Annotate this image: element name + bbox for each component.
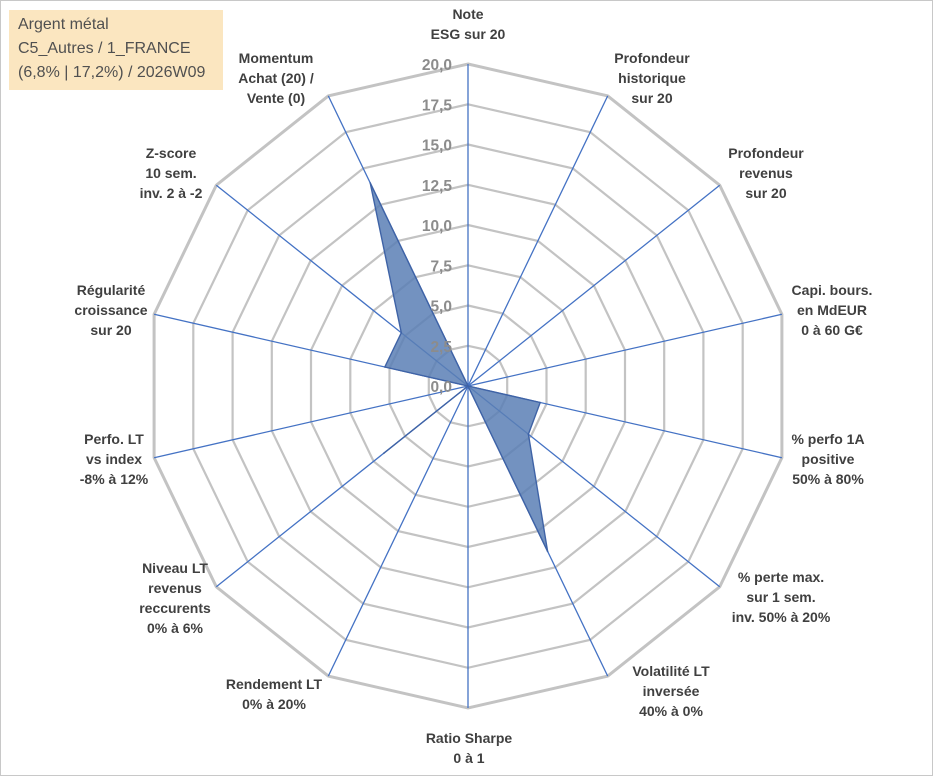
axis-spoke [153, 385, 469, 459]
axis-label-line: inv. 2 à -2 [140, 185, 203, 201]
axis-label-line: sur 20 [90, 322, 131, 338]
axis-label-line: Achat (20) / [238, 70, 314, 86]
data-point [384, 366, 386, 368]
axis-label-line: -8% à 12% [80, 471, 149, 487]
axis-label-line: 50% à 80% [792, 471, 864, 487]
tick-label: 2,5 [430, 339, 452, 356]
axis-label-line: 40% à 0% [639, 703, 703, 719]
axis-label-line: Perfo. LT [84, 431, 144, 447]
axis-label-line: sur 20 [745, 185, 786, 201]
axis-label-line: Vente (0) [247, 90, 305, 106]
tick-label: 10,0 [422, 218, 452, 235]
axis-label-line: 0% à 20% [242, 696, 306, 712]
tick-label: 5,0 [430, 299, 452, 316]
axis-label-line: croissance [74, 302, 147, 318]
axis-label: Profondeur historique sur 20 [614, 50, 690, 106]
axis-label-line: % perfo 1A [791, 431, 864, 447]
axis-label-line: positive [802, 451, 855, 467]
axis-label: Z-score 10 sem. inv. 2 à -2 [140, 145, 203, 201]
axis-label-line: 0 à 60 G€ [801, 322, 863, 338]
axis-label-line: sur 20 [631, 90, 672, 106]
axis-label-line: Z-score [146, 145, 197, 161]
axis-label-line: Momentum [239, 50, 314, 66]
axis-spoke [467, 184, 721, 387]
axis-label-line: 0% à 6% [147, 620, 204, 636]
data-point [539, 401, 541, 404]
axis-label-line: Volatilité LT [632, 663, 710, 679]
label-layer: Note ESG sur 20 Profondeur historique sur 20… [74, 6, 872, 766]
tick-label: 20,0 [422, 57, 452, 74]
axis-label-line: Profondeur [728, 145, 804, 161]
tick-layer: 0,0 2,5 5,0 7,5 10,0 12,5 15,0 17,5 20,0 [422, 57, 453, 396]
axis-label: Rendement LT 0% à 20% [226, 676, 323, 712]
data-point [369, 182, 372, 184]
axis-label: Volatilité LT inversée 40% à 0% [632, 663, 710, 719]
axis-label-line: Note [452, 6, 483, 22]
tick-label: 7,5 [430, 258, 452, 275]
axis-label-line: vs index [86, 451, 142, 467]
axis-spoke [467, 313, 783, 387]
axis-label-line: Niveau LT [142, 560, 208, 576]
axis-label-line: sur 1 sem. [746, 589, 815, 605]
data-point [467, 385, 469, 387]
axis-label: Perfo. LT vs index -8% à 12% [80, 431, 149, 487]
axis-label-line: ESG sur 20 [431, 26, 506, 42]
axis-label-line: Rendement LT [226, 676, 323, 692]
tick-label: 12,5 [422, 178, 453, 195]
axis-label-line: revenus [148, 580, 202, 596]
data-point [382, 452, 385, 455]
axis-label-line: en MdEUR [797, 302, 867, 318]
tick-label: 0,0 [430, 379, 452, 396]
info-box: Argent métal C5_Autres / 1_FRANCE (6,8% … [9, 10, 223, 90]
info-line-1: Argent métal [18, 16, 109, 33]
axis-label-line: revenus [739, 165, 793, 181]
info-line-3: (6,8% | 17,2%) / 2026W09 [18, 64, 206, 81]
axis-label: Niveau LT revenus reccurents 0% à 6% [139, 560, 211, 636]
axis-spoke [327, 385, 469, 677]
data-point [400, 332, 403, 334]
axis-label-line: Profondeur [614, 50, 690, 66]
axis-label-line: reccurents [139, 600, 211, 616]
axis-label: Profondeur revenus sur 20 [728, 145, 804, 201]
axis-label-line: 0 à 1 [453, 750, 484, 766]
axis-label-line: historique [618, 70, 686, 86]
series-layer [369, 182, 549, 553]
axis-spoke [467, 95, 609, 387]
axis-label: Capi. bours. en MdEUR 0 à 60 G€ [792, 282, 873, 338]
axis-label-line: inv. 50% à 20% [732, 609, 831, 625]
axis-label: % perfo 1A positive 50% à 80% [791, 431, 864, 487]
data-point [527, 433, 530, 436]
axis-label-line: Capi. bours. [792, 282, 873, 298]
axis-label-line: Régularité [77, 282, 146, 298]
axis-label-line: inversée [643, 683, 700, 699]
axis-label: % perte max. sur 1 sem. inv. 50% à 20% [732, 569, 831, 625]
axis-label: Momentum Achat (20) / Vente (0) [238, 50, 314, 106]
axis-label: Note ESG sur 20 [431, 6, 506, 42]
axis-label: Ratio Sharpe 0 à 1 [426, 730, 513, 766]
axis-label-line: 10 sem. [145, 165, 196, 181]
axis-label: Régularité croissance sur 20 [74, 282, 147, 338]
tick-label: 15,0 [422, 138, 452, 155]
axis-label-line: Ratio Sharpe [426, 730, 513, 746]
axis-label-line: % perte max. [738, 569, 824, 585]
info-line-2: C5_Autres / 1_FRANCE [18, 40, 191, 57]
tick-label: 17,5 [422, 97, 453, 114]
data-point [546, 550, 549, 553]
